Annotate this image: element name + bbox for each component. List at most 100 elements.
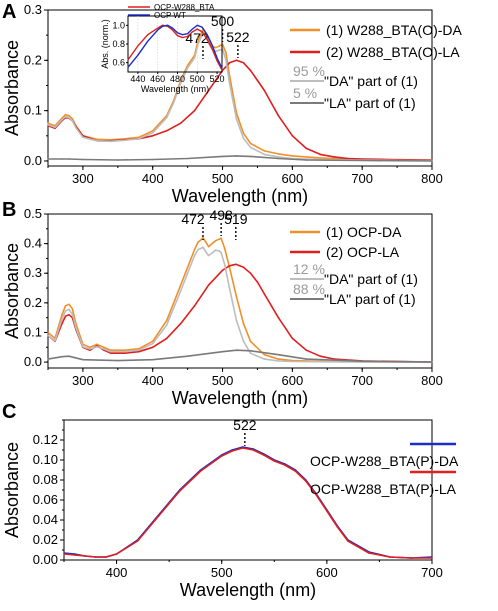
legend-label: (2) OCP-LA (326, 244, 400, 260)
legend-percent: 12 % (293, 261, 325, 277)
data-point (199, 470, 202, 472)
data-point (220, 251, 222, 254)
data-point (294, 470, 297, 472)
data-point (207, 245, 210, 248)
data-point (61, 158, 63, 160)
data-point (82, 158, 84, 161)
data-point (89, 348, 91, 350)
peak-label: 498 (209, 207, 233, 223)
data-point (165, 116, 168, 119)
inset-data-point (172, 27, 173, 29)
inset-legend-label: OCP-W288_BTA (154, 3, 215, 12)
data-point (228, 62, 231, 64)
data-point (186, 266, 189, 269)
legend-label: (1) W288_BTA(O)-DA (326, 22, 463, 38)
data-point (61, 355, 63, 358)
x-tick-label: 500 (212, 171, 234, 186)
data-point (64, 113, 67, 116)
data-point (205, 251, 207, 253)
data-point (117, 159, 119, 161)
y-tick-label: 0.00 (33, 552, 58, 567)
y-tick-label: 0.3 (24, 265, 42, 280)
data-point (319, 355, 322, 358)
data-point (138, 349, 140, 352)
y-axis-label: Absorbance (2, 442, 22, 538)
inset-data-point (172, 29, 173, 31)
data-point (179, 290, 182, 292)
data-point (197, 39, 199, 41)
data-point (84, 555, 86, 557)
data-point (82, 358, 84, 361)
data-point (138, 136, 140, 139)
data-point (47, 122, 49, 124)
data-point (235, 59, 238, 62)
data-point (124, 350, 126, 353)
data-point (47, 331, 49, 334)
data-point (165, 324, 168, 326)
data-point (225, 52, 227, 54)
data-point (157, 515, 160, 517)
legend-label: (1) OCP-DA (326, 224, 402, 240)
data-point (249, 69, 252, 72)
data-point (117, 140, 119, 142)
data-point (110, 140, 112, 143)
data-point (200, 238, 203, 240)
data-point (221, 269, 224, 272)
data-point (235, 296, 238, 298)
data-point (61, 313, 63, 316)
legend-label: "DA" part of (1) (324, 271, 418, 287)
data-point (235, 349, 238, 352)
data-point (263, 293, 266, 295)
data-point (277, 156, 280, 158)
data-point (186, 157, 189, 160)
data-point (117, 359, 119, 362)
data-point (305, 358, 308, 360)
peak-label: 522 (233, 417, 257, 433)
peak-label: 500 (211, 13, 235, 29)
inset-data-point (157, 29, 159, 31)
x-tick-label: 400 (142, 373, 164, 388)
inset-y-tick-label: 1.0 (112, 20, 125, 30)
data-point (263, 454, 265, 456)
data-point (410, 557, 412, 559)
data-point (96, 138, 98, 141)
data-point (218, 250, 220, 252)
data-point (138, 350, 140, 353)
data-point (165, 337, 168, 340)
legend-label: "DA" part of (1) (324, 73, 418, 89)
inset-data-point (186, 36, 188, 37)
inset-y-tick-label: 0.6 (112, 58, 125, 68)
inset-data-point (167, 24, 169, 26)
inset-data-point (201, 26, 203, 28)
data-point (103, 346, 105, 349)
data-point (193, 248, 196, 251)
data-point (333, 156, 336, 158)
inset-x-tick-label: 500 (190, 74, 205, 84)
inset-data-point (137, 54, 139, 56)
y-tick-label: 0.1 (24, 103, 42, 118)
data-point (277, 316, 280, 319)
data-point (228, 287, 231, 289)
data-point (431, 361, 433, 363)
data-point (249, 155, 252, 158)
data-point (256, 79, 259, 82)
data-point (151, 340, 154, 343)
inset-data-point (162, 25, 164, 27)
data-point (270, 305, 273, 307)
data-point (235, 118, 238, 120)
data-point (96, 343, 98, 346)
data-point (273, 460, 276, 462)
x-axis-label: Wavelength (nm) (172, 388, 308, 408)
data-point (71, 117, 74, 120)
data-point (68, 303, 70, 306)
data-point (115, 553, 118, 555)
data-point (218, 45, 220, 47)
data-point (242, 62, 245, 64)
data-point (186, 272, 189, 275)
data-point (151, 358, 154, 361)
data-point (75, 326, 77, 329)
peak-label: 472 (181, 211, 205, 227)
data-point (207, 89, 210, 92)
data-point (82, 345, 84, 348)
legend-label: (2) W288_BTA(O)-LA (326, 44, 460, 60)
